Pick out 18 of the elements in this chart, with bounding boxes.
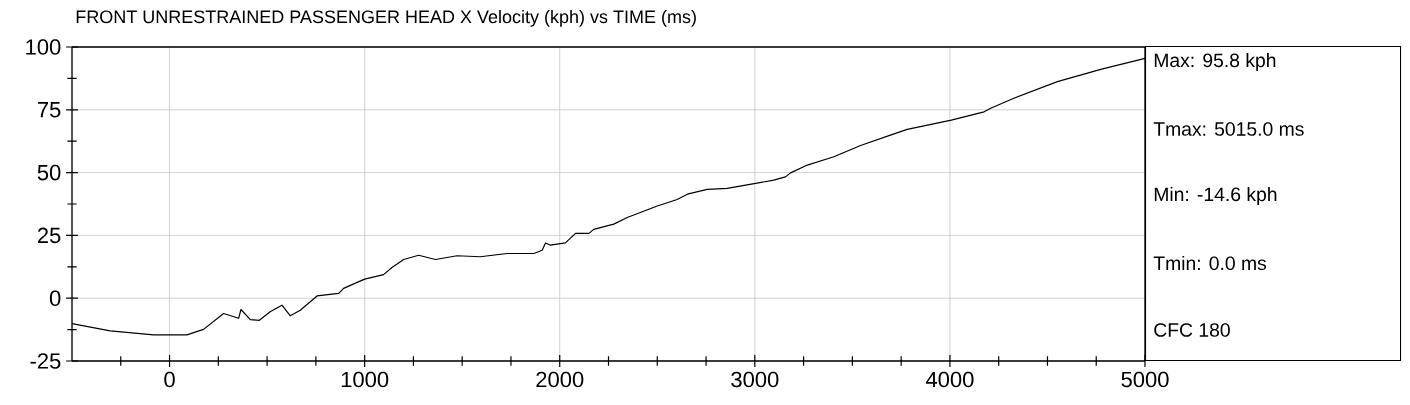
text: CFC 180	[1154, 323, 1230, 337]
text: Tmax: 5015.0 ms	[1153, 122, 1304, 136]
y-tick-label: -25	[30, 353, 61, 369]
x-tick-label: 0	[164, 371, 175, 388]
x-tick-label: 2000	[536, 371, 584, 388]
chart-title: FRONT UNRESTRAINED PASSENGER HEAD X Velocity (kph) vs TIME (ms)	[76, 9, 696, 27]
y-tick-label: 0	[49, 290, 61, 306]
text: Tmin: 0.0 ms	[1153, 255, 1267, 271]
y-tick-label: 25	[37, 227, 61, 244]
text: Min: -14.6 kph	[1154, 186, 1277, 206]
x-tick-label: 3000	[731, 371, 779, 388]
x-tick-label: 4000	[925, 371, 974, 388]
text: Max: 95.8 kph	[1154, 52, 1276, 72]
x-tick-label: 5000	[1121, 371, 1169, 388]
y-tick-label: 100	[26, 39, 61, 55]
x-tick-label: 1000	[341, 371, 389, 388]
y-tick-label: 75	[37, 102, 61, 118]
y-tick-label: 50	[37, 164, 61, 181]
